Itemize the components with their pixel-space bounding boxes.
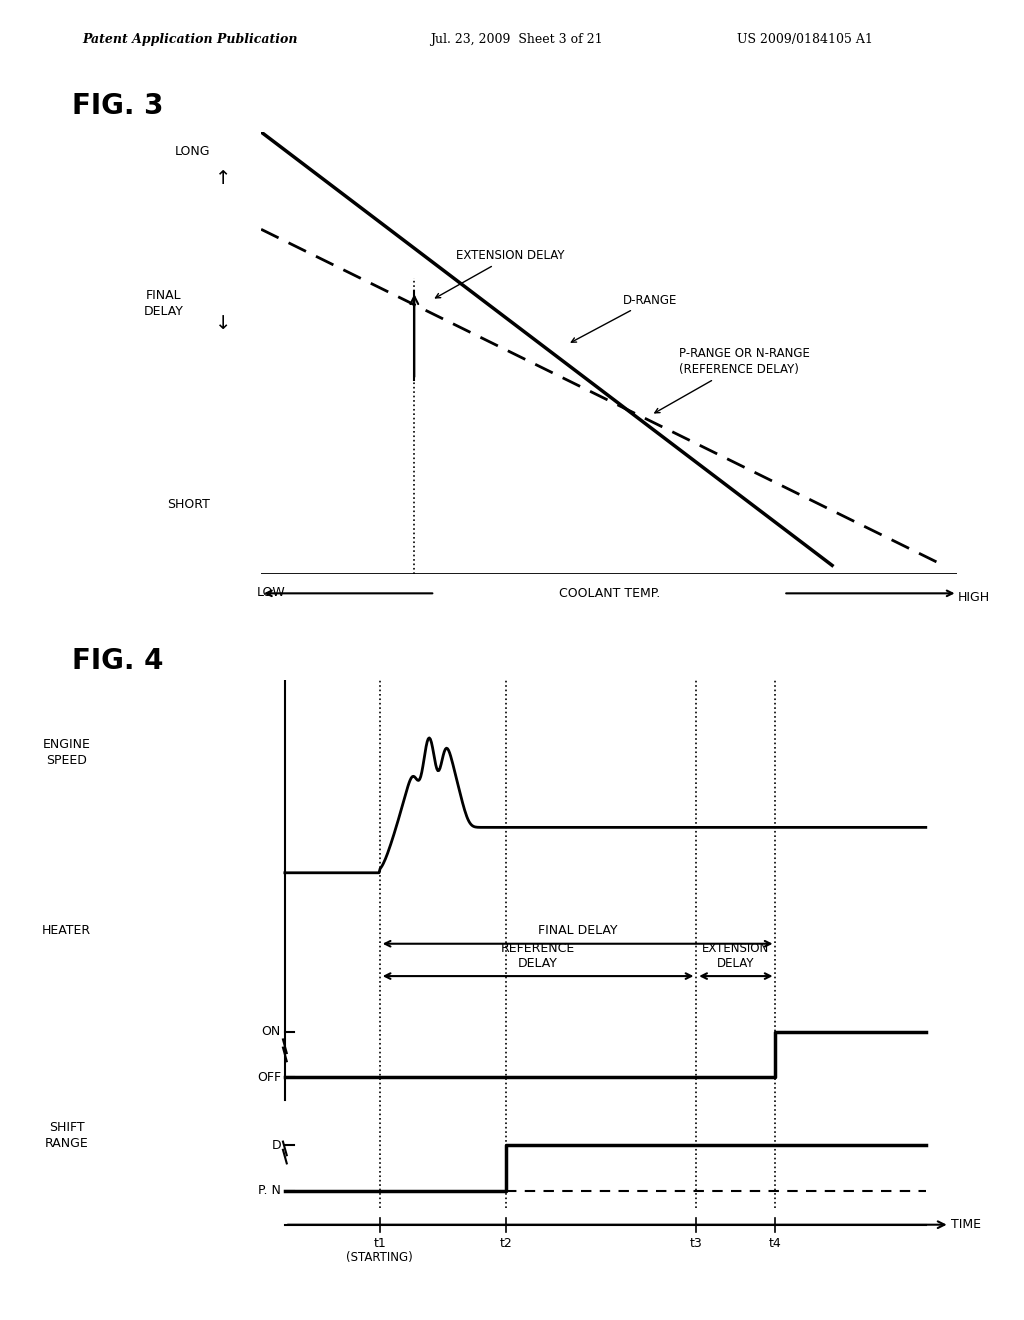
- Text: Jul. 23, 2009  Sheet 3 of 21: Jul. 23, 2009 Sheet 3 of 21: [430, 33, 603, 46]
- Text: FINAL
DELAY: FINAL DELAY: [144, 289, 183, 318]
- Text: EXTENSION
DELAY: EXTENSION DELAY: [702, 942, 769, 970]
- Text: SHIFT
RANGE: SHIFT RANGE: [45, 1121, 88, 1150]
- Text: HIGH: HIGH: [957, 591, 989, 605]
- Text: HEATER: HEATER: [42, 924, 91, 937]
- Text: FIG. 4: FIG. 4: [72, 647, 163, 675]
- Text: TIME: TIME: [951, 1218, 981, 1232]
- Text: LONG: LONG: [174, 145, 210, 158]
- Text: D: D: [271, 1139, 281, 1152]
- Text: LOW: LOW: [257, 586, 286, 599]
- Text: D-RANGE: D-RANGE: [571, 293, 678, 342]
- Text: COOLANT TEMP.: COOLANT TEMP.: [559, 587, 659, 599]
- Text: P. N: P. N: [258, 1184, 281, 1197]
- Text: FINAL DELAY: FINAL DELAY: [538, 924, 617, 937]
- Text: ON: ON: [262, 1026, 281, 1039]
- Text: t1: t1: [374, 1237, 386, 1250]
- Text: P-RANGE OR N-RANGE
(REFERENCE DELAY): P-RANGE OR N-RANGE (REFERENCE DELAY): [654, 347, 810, 413]
- Text: REFERENCE
DELAY: REFERENCE DELAY: [501, 942, 575, 970]
- Text: FIG. 3: FIG. 3: [72, 92, 163, 120]
- Text: SHORT: SHORT: [167, 498, 210, 511]
- Text: ↓: ↓: [215, 314, 231, 333]
- Text: t3: t3: [690, 1237, 702, 1250]
- Text: t4: t4: [769, 1237, 781, 1250]
- Text: t2: t2: [500, 1237, 513, 1250]
- Text: Patent Application Publication: Patent Application Publication: [82, 33, 297, 46]
- Text: ↑: ↑: [215, 169, 231, 187]
- Text: US 2009/0184105 A1: US 2009/0184105 A1: [737, 33, 873, 46]
- Text: EXTENSION DELAY: EXTENSION DELAY: [435, 249, 564, 298]
- Text: ENGINE
SPEED: ENGINE SPEED: [43, 738, 90, 767]
- Text: (STARTING): (STARTING): [346, 1251, 414, 1265]
- Text: OFF: OFF: [257, 1071, 281, 1084]
